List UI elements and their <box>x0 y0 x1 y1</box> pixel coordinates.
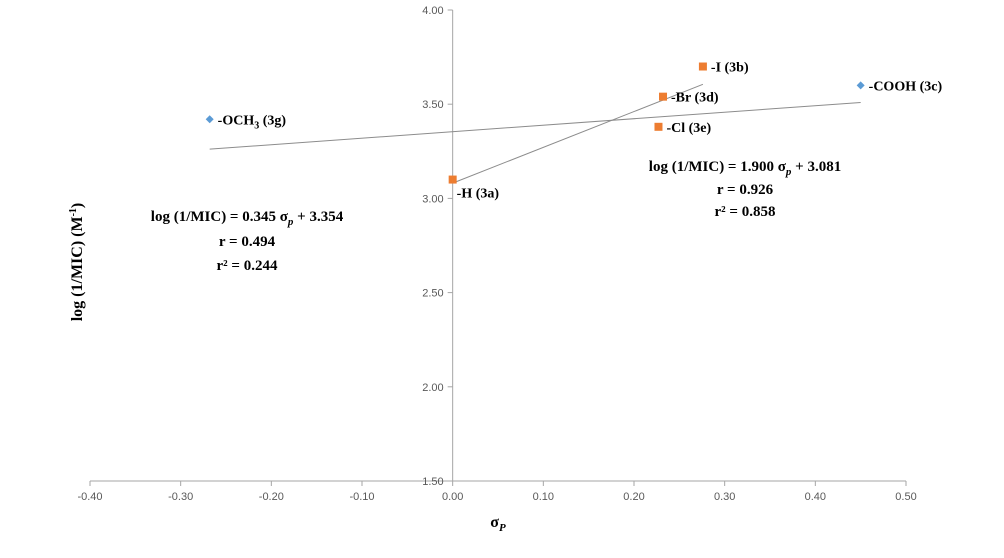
y-axis-title: log (1/MIC) (M-1) <box>68 203 86 322</box>
x-tick-label: 0.30 <box>714 491 735 503</box>
label-h-3a: -H (3a) <box>457 187 500 202</box>
point-och3-3g <box>205 115 214 124</box>
equation-left-r2: r² = 0.244 <box>217 258 278 274</box>
point-h-3a <box>448 175 457 184</box>
x-tick-label: 0.50 <box>895 491 916 503</box>
x-tick-labels: -0.40 -0.30 -0.20 -0.10 0.00 0.10 0.20 0.30 0.40… <box>77 481 917 503</box>
x-tick-label: 0.10 <box>533 491 554 503</box>
x-tick-label: -0.30 <box>168 491 193 503</box>
y-tick-labels: 1.50 2.00 2.50 3.00 3.50 4.00 <box>422 5 453 488</box>
data-points <box>205 62 865 184</box>
equation-right: log (1/MIC) = 1.900 σp + 3.081 r = 0.926… <box>649 159 841 220</box>
trendline-series-1 <box>209 101 861 150</box>
x-tick-label: 0.00 <box>442 491 463 503</box>
y-tick-label: 2.50 <box>422 288 443 300</box>
y-tick-label: 2.00 <box>422 382 443 394</box>
label-i-3b: -I (3b) <box>711 61 749 76</box>
x-tick-label: 0.20 <box>623 491 644 503</box>
y-tick-label: 1.50 <box>422 476 443 488</box>
equation-right-r2: r² = 0.858 <box>715 204 776 220</box>
x-tick-label: -0.20 <box>259 491 284 503</box>
label-cl-3e: -Cl (3e) <box>666 121 711 136</box>
trendline-series-2 <box>452 83 704 184</box>
point-cooh-3c <box>856 81 865 90</box>
equation-left: log (1/MIC) = 0.345 σp + 3.354 r = 0.494… <box>151 209 344 274</box>
trendlines <box>209 83 861 184</box>
point-cl-3e <box>654 122 663 131</box>
equation-right-r: r = 0.926 <box>717 182 774 198</box>
y-tick-label: 3.50 <box>422 99 443 111</box>
point-i-3b <box>698 62 707 71</box>
x-tick-label: 0.40 <box>805 491 826 503</box>
label-och3-3g: -OCH3 (3g) <box>218 113 287 131</box>
point-br-3d <box>659 92 668 101</box>
x-tick-label: -0.10 <box>349 491 374 503</box>
equation-left-formula: log (1/MIC) = 0.345 σp + 3.354 <box>151 209 344 228</box>
x-axis-title: σP <box>490 514 506 534</box>
label-br-3d: -Br (3d) <box>671 91 719 106</box>
y-tick-label: 4.00 <box>422 5 443 17</box>
axes <box>90 10 906 482</box>
equation-right-formula: log (1/MIC) = 1.900 σp + 3.081 <box>649 159 841 178</box>
label-cooh-3c: -COOH (3c) <box>869 79 943 94</box>
y-tick-label: 3.00 <box>422 193 443 205</box>
equation-left-r: r = 0.494 <box>219 234 276 250</box>
x-tick-label: -0.40 <box>77 491 102 503</box>
point-labels: -OCH3 (3g) -COOH (3c) -H (3a) -I (3b) -Br (3… <box>218 61 943 202</box>
